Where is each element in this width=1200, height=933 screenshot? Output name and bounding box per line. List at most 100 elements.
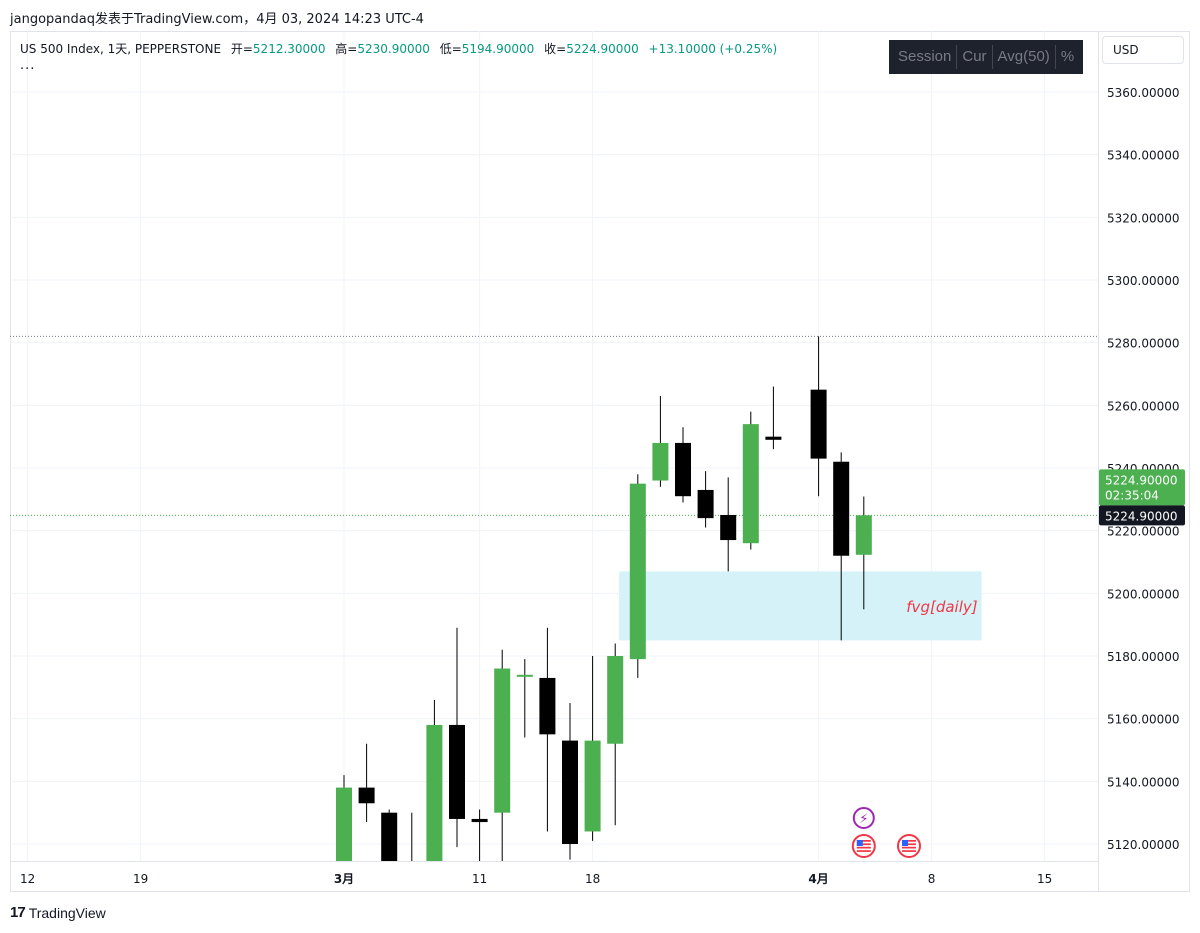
price-tick-label: 5300.00000 [1107, 274, 1180, 288]
tradingview-logo[interactable]: 17 TradingView [10, 904, 106, 921]
price-tick-label: 5140.00000 [1107, 775, 1180, 789]
candle [336, 775, 352, 861]
currency-select[interactable]: USD [1102, 36, 1184, 64]
chart-frame [10, 31, 1190, 892]
candle-body [629, 483, 646, 660]
time-tick-label: 15 [1037, 872, 1052, 886]
lightning-icon-glyph: ⚡ [859, 812, 868, 827]
candle-body [607, 656, 624, 744]
flag-stripe [856, 843, 871, 846]
low-key: 低= [439, 42, 462, 56]
flag-stripe [856, 850, 871, 852]
cur-button[interactable]: Cur [962, 48, 987, 65]
price-tick-label: 5360.00000 [1107, 86, 1180, 100]
price-tick-label: 5280.00000 [1107, 337, 1180, 351]
candle [742, 411, 759, 550]
candle-body [516, 674, 533, 677]
candle [471, 809, 488, 861]
flag-canton [856, 840, 863, 846]
candle [765, 386, 782, 450]
candle [855, 496, 872, 610]
flag-stripe [856, 846, 871, 849]
dividend-lightning-icon[interactable]: ⚡ [852, 807, 875, 829]
candle-body [652, 442, 669, 481]
candle [381, 809, 398, 861]
flag-canton [902, 840, 908, 846]
legend-more-button[interactable]: ... [20, 58, 36, 73]
candle [833, 452, 850, 641]
crosshair-badge-bg [1099, 505, 1185, 526]
candle [539, 627, 556, 832]
flag-stripe [902, 840, 916, 842]
session-button[interactable]: Session [898, 48, 952, 65]
candle [675, 427, 691, 503]
candle [358, 743, 375, 823]
time-tick-label: 4月 [808, 872, 828, 886]
candle-body [426, 724, 443, 861]
last-price-badge-bg [1099, 469, 1185, 506]
candle-body [697, 489, 714, 519]
price-tick-label: 5260.00000 [1107, 399, 1180, 413]
candle [697, 471, 714, 528]
candle [411, 812, 413, 861]
price-tick-label: 5220.00000 [1107, 525, 1180, 539]
close-key: 收= [544, 42, 567, 56]
crosshair-price-value: 5224.90000 [1105, 509, 1178, 523]
toolbar-divider [1054, 45, 1056, 69]
candle-body [358, 787, 375, 804]
avg-button[interactable]: Avg(50) [997, 48, 1050, 65]
candle-body [539, 677, 556, 735]
publish-caption: jangopandaq发表于TradingView.com，4月 03, 202… [10, 12, 424, 27]
toolbar-divider [991, 45, 993, 69]
bar-countdown: 02:35:04 [1105, 488, 1159, 502]
symbol-title[interactable]: US 500 Index, 1天, PEPPERSTONE [20, 42, 222, 56]
price-tick-label: 5160.00000 [1107, 713, 1180, 727]
candle [629, 474, 646, 678]
open-key: 开= [230, 42, 253, 56]
tradingview-wordmark: TradingView [28, 904, 106, 921]
candle-body [855, 515, 872, 555]
volume-profile-toolbar: Session Cur Avg(50) % [889, 40, 1084, 74]
candle [449, 627, 465, 848]
fvg-zone [619, 571, 982, 641]
candle [494, 649, 511, 861]
fvg-zone-label: fvg[daily] [906, 598, 977, 616]
toolbar-divider [956, 45, 958, 69]
price-tick-label: 5180.00000 [1107, 650, 1180, 664]
candle-body [336, 787, 352, 861]
percent-button[interactable]: % [1060, 48, 1075, 65]
candle-body [675, 442, 691, 497]
time-tick-label: 11 [472, 872, 487, 886]
us-flag-event-icon[interactable] [851, 834, 876, 858]
time-tick-label: 3月 [334, 872, 354, 886]
price-tick-label: 5340.00000 [1107, 149, 1180, 163]
price-chart-plot[interactable]: fvg[daily] ⚡ [10, 31, 1098, 861]
low-value: 5194.90000 [461, 42, 535, 56]
symbol-legend: US 500 Index, 1天, PEPPERSTONE 开=5212.300… [20, 40, 777, 57]
candle-body [562, 740, 578, 844]
us-flag-event-icon[interactable] [897, 834, 921, 858]
candle [607, 643, 624, 826]
candle-body [833, 461, 850, 556]
close-value: 5224.90000 [566, 42, 639, 56]
crosshair-price-badge: 5224.90000 [1099, 505, 1185, 526]
candle-body [471, 818, 488, 823]
high-key: 高= [335, 42, 358, 56]
candle-body [742, 424, 759, 544]
tradingview-mark-icon: 17 [10, 904, 26, 921]
last-price-value: 5224.90000 [1105, 473, 1178, 487]
price-tick-label: 5200.00000 [1107, 587, 1180, 601]
flag-stripe [856, 840, 871, 842]
time-tick-label: 18 [585, 872, 600, 886]
candle [652, 395, 669, 487]
price-axis[interactable]: 5120.00000 5140.00000 5160.00000 5180.00000… [1098, 31, 1190, 892]
candle-body [494, 668, 511, 813]
flag-stripe [902, 846, 916, 849]
time-axis[interactable]: 12 19 3月 11 18 4月 8 15 [10, 861, 1098, 892]
time-tick-label: 19 [133, 872, 148, 886]
price-tick-label: 5120.00000 [1107, 838, 1180, 852]
lightning-icon-ring [852, 807, 875, 829]
flag-icon-ring [851, 834, 876, 858]
candle-body [584, 740, 601, 832]
